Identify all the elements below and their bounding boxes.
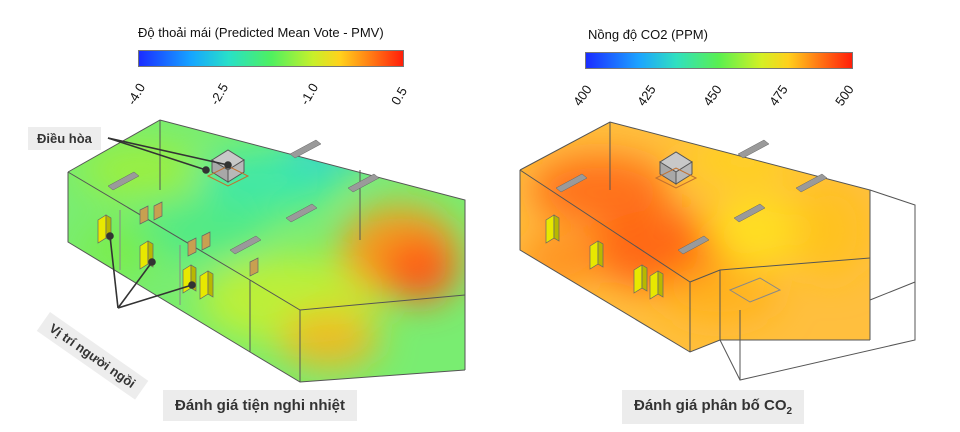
left-colorbar — [138, 50, 404, 67]
left-leader-lines — [106, 137, 232, 309]
right-caption-sub: 2 — [786, 406, 793, 417]
right-ceiling-vents — [555, 139, 828, 255]
left-pmv-field — [68, 120, 465, 382]
left-ac-unit — [206, 149, 250, 187]
right-building-outline — [519, 121, 916, 381]
right-co2-field — [520, 122, 870, 352]
left-occupant-seats — [97, 201, 259, 300]
right-colorbar — [585, 52, 853, 69]
ac-label: Điều hòa — [28, 127, 101, 150]
right-caption-main: Đánh giá phân bố CO — [634, 397, 787, 414]
left-ceiling-vents — [107, 139, 380, 255]
left-colorbar-title: Độ thoải mái (Predicted Mean Vote - PMV) — [138, 25, 384, 40]
right-colorbar-title: Nồng độ CO2 (PPM) — [588, 27, 708, 42]
left-caption: Đánh giá tiện nghi nhiệt — [163, 390, 357, 421]
right-occupant-seats — [545, 214, 664, 300]
right-ac-unit — [654, 151, 698, 189]
right-caption: Đánh giá phân bố CO2 — [622, 390, 805, 424]
left-building-outline — [67, 119, 466, 383]
